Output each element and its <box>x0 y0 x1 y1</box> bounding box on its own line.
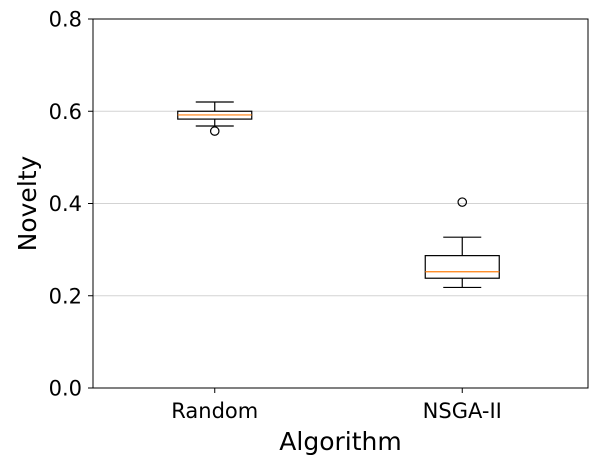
outlier-point <box>209 126 220 136</box>
y-tick-label: 0.2 <box>49 284 82 308</box>
box-series <box>177 101 500 289</box>
box-random <box>177 101 253 136</box>
y-tick-label: 0.6 <box>49 100 82 124</box>
interquartile-box <box>424 255 500 279</box>
y-tick-label: 0.4 <box>49 192 82 216</box>
x-axis-ticks: Random NSGA-II <box>171 388 502 423</box>
y-tick-label: 0.0 <box>49 377 82 401</box>
grid-lines <box>93 110 588 297</box>
y-axis-label: Novelty <box>13 155 42 251</box>
x-axis-label: Algorithm <box>279 427 401 456</box>
y-axis-ticks: 0.0 0.2 0.4 0.6 0.8 <box>49 8 93 401</box>
y-tick-label: 0.8 <box>49 8 82 32</box>
outlier-point <box>457 197 468 207</box>
x-tick-label: Random <box>171 399 258 423</box>
x-tick-label: NSGA-II <box>423 399 502 423</box>
box-nsga-ii <box>424 197 500 289</box>
